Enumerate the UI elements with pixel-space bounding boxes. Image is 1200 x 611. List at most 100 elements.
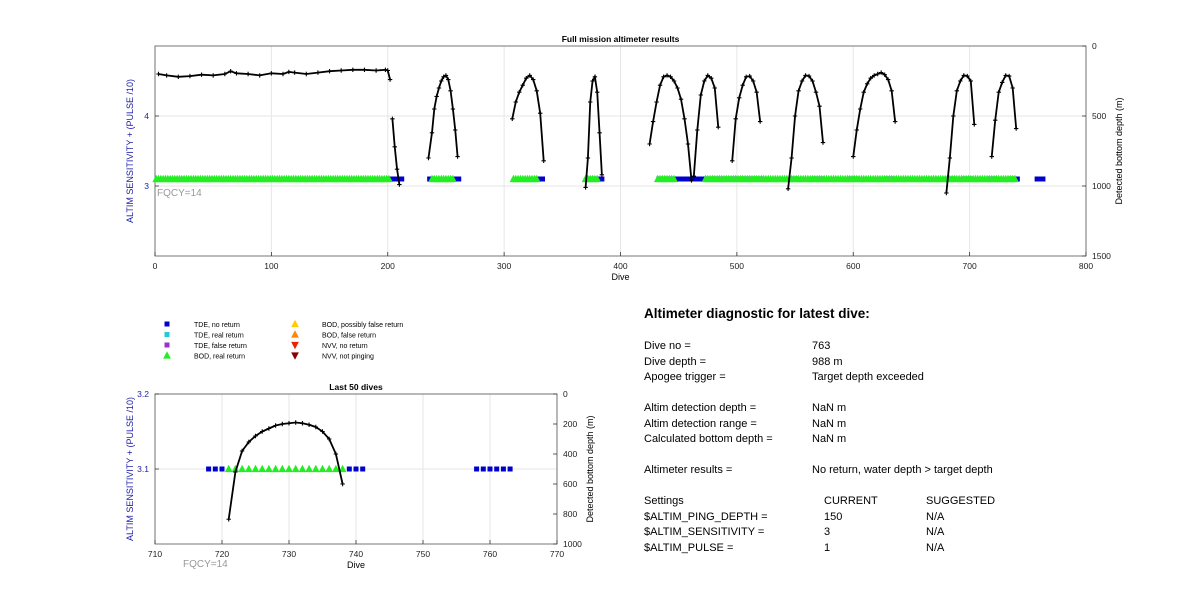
- bottom-depth-point: [813, 90, 819, 95]
- bottom-depth-point: [685, 141, 691, 147]
- bottom-depth-point: [233, 469, 238, 475]
- bottom-depth-point: [513, 99, 518, 105]
- bottom-depth-point: [968, 78, 973, 84]
- bottom-depth-point: [176, 74, 181, 79]
- bottom-depth-point: [443, 73, 449, 78]
- apogee-value: Target depth exceeded: [812, 371, 924, 383]
- bottom-depth-point: [989, 154, 994, 159]
- bottom-depth-point: [861, 90, 866, 95]
- bottom-depth-point: [226, 517, 231, 522]
- settings-label: Settings: [644, 495, 684, 507]
- bottom-depth-point: [156, 71, 161, 77]
- bottom-depth-point: [944, 190, 949, 196]
- bottom-depth-point: [432, 106, 437, 112]
- detection-range-value: NaN m: [812, 417, 847, 430]
- bottom-depth-point: [446, 77, 451, 82]
- legend: TDE, no return TDE, real return TDE, false…: [163, 319, 403, 361]
- bottom-depth-point: [450, 106, 456, 112]
- bottom-depth-point: [510, 116, 515, 121]
- bottom-depth-point: [592, 74, 598, 79]
- bottom-depth-point: [588, 99, 593, 105]
- bod-real-return-marker: [231, 464, 240, 473]
- bottom-depth-point: [806, 73, 812, 79]
- legend-marker: [163, 351, 171, 359]
- bottom-depth-point: [597, 130, 602, 135]
- bottom-depth-point: [754, 90, 759, 95]
- legend-marker: [291, 352, 299, 360]
- bottom-depth-point: [392, 144, 397, 149]
- sensitivity-label: $ALTIM_SENSITIVITY =: [644, 526, 765, 538]
- bottom-depth-point: [390, 116, 395, 121]
- altimeter-results-row: Altimeter results = No return, water dep…: [644, 463, 1064, 479]
- altimeter-results-value: No return, water depth > target depth: [812, 464, 993, 476]
- bod-real-return-marker: [298, 464, 307, 473]
- bod-real-return-marker: [593, 174, 602, 183]
- bottom-depth-point: [954, 88, 960, 93]
- y-right-tick-label: 200: [563, 419, 577, 429]
- sensitivity-suggested: N/A: [926, 526, 945, 538]
- x-tick-label: 700: [963, 261, 977, 271]
- bottom-depth-point: [858, 106, 863, 112]
- x-tick-label: 0: [153, 261, 158, 271]
- bottom-depth-point: [889, 88, 894, 93]
- ping-depth-label: $ALTIM_PING_DEPTH =: [644, 510, 768, 523]
- bottom-depth-point: [689, 178, 694, 183]
- bod-real-return-marker: [244, 464, 253, 473]
- bottom-depth-point: [650, 119, 656, 124]
- settings-header-row: Settings CURRENT SUGGESTED: [644, 494, 1064, 510]
- bottom-depth-point: [292, 70, 297, 75]
- x-tick-label: 730: [282, 549, 296, 559]
- bottom-depth-point: [426, 155, 431, 161]
- bottom-depth-point: [810, 78, 815, 84]
- bottom-depth-point: [803, 73, 808, 78]
- bottom-depth-point: [362, 67, 367, 72]
- bottom-depth-point: [965, 73, 970, 79]
- bottom-depth-point: [705, 73, 710, 78]
- tde-no-return-marker: [456, 176, 462, 182]
- bottom-depth-point: [222, 71, 228, 77]
- bod-real-return-marker: [332, 464, 340, 473]
- bottom-depth-point: [664, 73, 670, 78]
- bottom-depth-point: [517, 90, 522, 95]
- bottom-depth-point: [534, 88, 539, 93]
- bottom-depth-point: [436, 85, 442, 91]
- bottom-depth-point: [434, 94, 439, 99]
- bottom-depth-point: [709, 76, 714, 81]
- x-tick-label: 400: [613, 261, 627, 271]
- bottom-depth-point: [1013, 126, 1019, 131]
- calculated-depth-value: NaN m: [812, 433, 847, 445]
- bottom-depth-point: [257, 73, 262, 78]
- bottom-depth-point: [524, 76, 529, 81]
- dive-depth-row: Dive depth = 988 m: [644, 355, 1064, 371]
- bottom-depth-point: [306, 422, 312, 427]
- bottom-depth-point: [429, 130, 435, 135]
- full-mission-chart: 0 100 200 300 400 500 600 700 800 3 4 0 500 1000 1500 F…: [125, 34, 1124, 282]
- apogee-label: Apogee trigger =: [644, 371, 726, 383]
- bottom-depth-line: [584, 74, 603, 188]
- x-tick-label: 770: [550, 549, 564, 559]
- bottom-depth-point: [266, 426, 272, 431]
- pulse-label: $ALTIM_PULSE =: [644, 541, 734, 554]
- detection-depth-row: Altim detection depth = NaN m: [644, 401, 1064, 417]
- bottom-depth-point: [531, 77, 536, 82]
- bottom-depth-point: [678, 97, 684, 102]
- bottom-depth-point: [599, 172, 605, 177]
- bottom-depth-point: [817, 104, 822, 109]
- bottom-depth-point: [743, 74, 749, 79]
- legend-marker: [291, 330, 299, 338]
- tde-no-return-marker: [540, 176, 546, 182]
- fqcy-annotation: FQCY=14: [157, 188, 202, 199]
- bottom-depth-point: [228, 69, 233, 74]
- bottom-depth-point: [187, 73, 193, 79]
- bod-real-return-marker: [449, 174, 457, 183]
- bottom-depth-point: [695, 127, 700, 133]
- tde-no-return-marker: [1014, 176, 1020, 182]
- y-right-tick-label: 0: [1092, 41, 1097, 51]
- legend-label: NVV, not pinging: [322, 354, 374, 361]
- ping-depth-suggested: N/A: [926, 510, 945, 523]
- bottom-depth-point: [320, 429, 325, 434]
- bottom-depth-point: [246, 439, 251, 445]
- y-right-tick-label: 800: [563, 509, 577, 519]
- y-right-axis-label: Detected bottom depth (m): [585, 415, 595, 522]
